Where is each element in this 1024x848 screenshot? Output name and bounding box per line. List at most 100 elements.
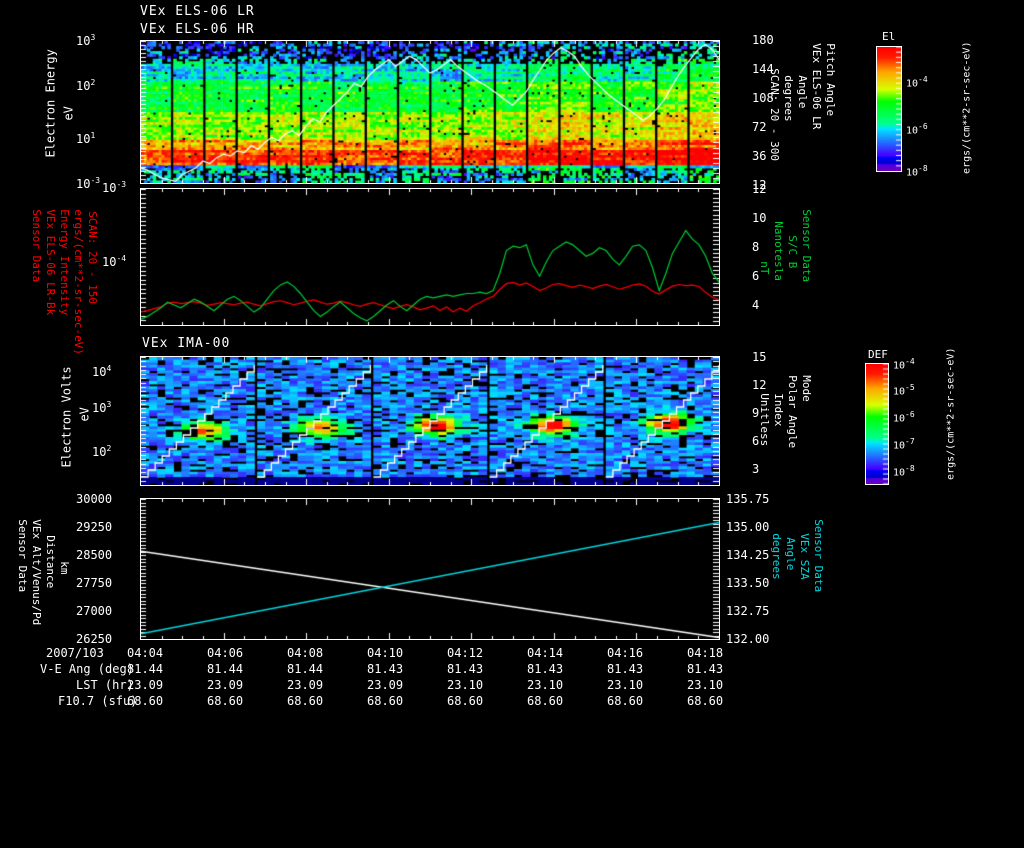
p1r-l1: VEx ELS-06 LR (810, 30, 834, 180)
panel3-rtick-6: 6 (752, 434, 760, 448)
p2l-line0: Sensor Data (30, 209, 44, 283)
panel3-cb-tick-8: 10-8 (893, 464, 915, 479)
panel4-ytick-30000: 30000 (76, 492, 113, 506)
panel3-cb-tick-4: 10-4 (893, 357, 915, 372)
cell-f107-1: 68.60 (207, 694, 244, 708)
cell-time-7: 04:18 (687, 646, 724, 660)
cell-f107-5: 68.60 (527, 694, 564, 708)
cell-time-3: 04:10 (367, 646, 404, 660)
panel3-plot-frame (140, 356, 720, 486)
p4l-line1: VEx Alt/Venus/Pd (30, 519, 44, 626)
p4l-line2: Distance (44, 535, 58, 589)
p1r-line0: Pitch Angle (824, 43, 838, 117)
cell-veang-1: 81.44 (207, 662, 244, 676)
cell-veang-0: 81.44 (127, 662, 164, 676)
p1r-line3: degrees (782, 75, 796, 122)
cell-lst-0: 23.09 (127, 678, 164, 692)
p4r-line0: Sensor Data (812, 519, 826, 593)
p4l-line3: km (58, 561, 72, 575)
p4l-l2: Distance (44, 522, 68, 632)
cell-f107-6: 68.60 (607, 694, 644, 708)
row-label-f107: F10.7 (sfu) (58, 694, 138, 708)
p2l-line4: SCAN: 20 - 150 (86, 211, 100, 304)
panel4-ytick-28500: 28500 (76, 548, 113, 562)
panel4-rtick-13500: 135.00 (726, 520, 770, 534)
row-label-date: 2007/103 (46, 646, 104, 660)
panel3-ytick-1e2: 102 (92, 444, 112, 459)
cell-veang-6: 81.43 (607, 662, 644, 676)
p4r-l1: VEx SZA (798, 520, 822, 630)
cell-lst-7: 23.10 (687, 678, 724, 692)
p2r-line1: S/C B (786, 235, 800, 269)
table-row-date: 2007/103 04:04 04:06 04:08 04:10 04:12 0… (0, 646, 1024, 662)
cell-f107-7: 68.60 (687, 694, 724, 708)
panel1-colorbar-title: El (882, 30, 896, 43)
panel1-ytick-0001: 10-3 (76, 176, 101, 191)
panel2-rtick-4: 4 (752, 298, 760, 312)
panel4-ytick-26250: 26250 (76, 632, 113, 646)
panel4-rtick-13350: 133.50 (726, 576, 770, 590)
panel2-rtick-8: 8 (752, 240, 760, 254)
panel1-title-lr: VEx ELS-06 LR (140, 4, 255, 19)
panel1-title-hr: VEx ELS-06 HR (140, 22, 255, 37)
panel1-left-axis-unit: eV (50, 95, 76, 135)
p4l-l1: VEx Alt/Venus/Pd (30, 506, 54, 636)
panel4-rtick-13425: 134.25 (726, 548, 770, 562)
panel3-cb-unit-text: ergs/(cm**2-sr-sec-eV) (945, 347, 957, 480)
panel3-colorbar-title: DEF (868, 348, 888, 361)
cell-lst-4: 23.10 (447, 678, 484, 692)
p3r-line2: Index (772, 393, 786, 427)
panel2-right-axis-label: Sensor Data (800, 196, 824, 326)
p3r-line3: Unitless (758, 393, 772, 447)
p1r-line1: VEx ELS-06 LR (810, 43, 824, 130)
p1r-line4: SCAN: 20 - 300 (768, 68, 782, 161)
panel1-ytick-10: 101 (76, 131, 96, 146)
panel1-colorbar-unit: ergs/(cm**2-sr-sec-eV) (952, 36, 973, 186)
panel3-cb-tick-5: 10-5 (893, 383, 915, 398)
cell-veang-3: 81.43 (367, 662, 404, 676)
panel3-cb-tick-6: 10-6 (893, 410, 915, 425)
panel1-rtick-180: 180 (752, 33, 774, 47)
cell-lst-3: 23.09 (367, 678, 404, 692)
p2l-l1: VEx ELS-06 LR-Bk (44, 196, 68, 326)
panel1-rtick-108: 108 (752, 91, 774, 105)
panel4-rtick-13200: 132.00 (726, 632, 770, 646)
panel3-colorbar (865, 363, 889, 485)
panel1-right-axis-label: Pitch Angle (824, 30, 848, 180)
panel3-ytick-1e3: 103 (92, 400, 112, 415)
panel2-rtick-10: 10 (752, 211, 767, 225)
p2l-line1: VEx ELS-06 LR-Bk (44, 209, 58, 316)
p1r-l2: Angle (796, 62, 820, 182)
cell-f107-2: 68.60 (287, 694, 324, 708)
panel1-cb-tick-6: 10-6 (906, 122, 928, 137)
panel3-rtick-3: 3 (752, 462, 760, 476)
panel1-left-axis-unit-text: eV (61, 106, 76, 121)
cell-lst-6: 23.10 (607, 678, 644, 692)
bottom-table: 2007/103 04:04 04:06 04:08 04:10 04:12 0… (0, 646, 1024, 710)
cell-f107-4: 68.60 (447, 694, 484, 708)
p4l-l3: km (58, 548, 82, 608)
panel4-left-axis-label: Sensor Data (16, 506, 40, 636)
panel3-cb-tick-7: 10-7 (893, 437, 915, 452)
panel3-spectrogram (141, 357, 719, 485)
row-label-veang: V-E Ang (deg) (40, 662, 134, 676)
cell-veang-4: 81.43 (447, 662, 484, 676)
panel2-plot-frame (140, 188, 720, 326)
panel4-ytick-29250: 29250 (76, 520, 113, 534)
panel4-right-axis-label: Sensor Data (812, 506, 836, 636)
table-row-lst: LST (hr) 23.09 23.09 23.09 23.09 23.10 2… (0, 678, 1024, 694)
p1r-l4: SCAN: 20 - 300 (768, 55, 792, 185)
panel2-ytick-1e-3: 10-3 (102, 180, 127, 195)
panel3-rtick-12: 12 (752, 378, 767, 392)
p3r-l3: Unitless (758, 380, 782, 480)
table-row-f107: F10.7 (sfu) 68.60 68.60 68.60 68.60 68.6… (0, 694, 1024, 710)
p2r-line3: nT (758, 261, 772, 275)
p2r-l2: Nanotesla (772, 208, 796, 326)
panel4-ytick-27000: 27000 (76, 604, 113, 618)
p2r-l3: nT (758, 248, 782, 308)
p4l-line0: Sensor Data (16, 519, 30, 593)
cell-lst-1: 23.09 (207, 678, 244, 692)
panel2-rtick-6: 6 (752, 269, 760, 283)
panel3-rtick-9: 9 (752, 406, 760, 420)
panel3-rtick-15: 15 (752, 350, 767, 364)
